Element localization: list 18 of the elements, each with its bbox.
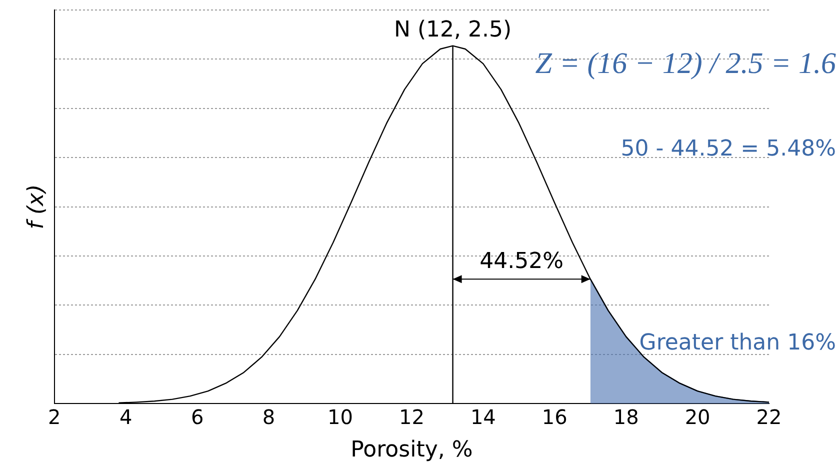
annotation: Greater than 16%	[639, 330, 836, 356]
x-tick-label: 6	[190, 404, 204, 429]
x-tick-label: 22	[756, 404, 782, 429]
x-tick-label: 4	[119, 404, 132, 429]
x-tick-label: 12	[398, 404, 424, 429]
x-tick-label: 2	[48, 404, 61, 429]
x-tick-label: 8	[262, 404, 276, 429]
x-tick-label: 14	[470, 404, 496, 429]
x-tick-label: 16	[542, 404, 568, 429]
annotation: N (12, 2.5)	[394, 18, 512, 42]
annotation: 44.52%	[480, 248, 564, 274]
x-tick-label: 18	[613, 404, 639, 429]
x-tick-label: 10	[328, 404, 353, 429]
x-tick-label: 20	[684, 404, 710, 429]
annotation: 50 - 44.52 = 5.48%	[620, 136, 836, 162]
annotation: Z = (16 − 12) / 2.5 = 1.6	[535, 46, 836, 80]
x-axis-title: Porosity, %	[350, 438, 473, 463]
y-axis-title: f (x)	[24, 184, 49, 230]
